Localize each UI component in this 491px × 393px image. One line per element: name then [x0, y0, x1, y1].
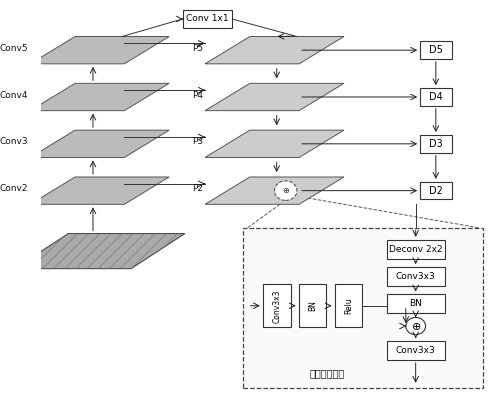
Text: Conv2: Conv2	[0, 184, 28, 193]
Polygon shape	[205, 37, 344, 64]
Text: P3: P3	[191, 138, 203, 146]
Text: P5: P5	[191, 44, 203, 53]
FancyBboxPatch shape	[386, 294, 445, 313]
FancyBboxPatch shape	[420, 182, 452, 199]
Text: Deconv 2x2: Deconv 2x2	[389, 245, 442, 253]
FancyBboxPatch shape	[334, 284, 362, 327]
Polygon shape	[30, 83, 169, 111]
FancyBboxPatch shape	[420, 88, 452, 106]
Polygon shape	[30, 37, 169, 64]
Text: Conv3x3: Conv3x3	[396, 346, 436, 355]
Text: Conv5: Conv5	[0, 44, 28, 53]
Polygon shape	[30, 177, 169, 204]
Polygon shape	[205, 130, 344, 158]
Text: $\oplus$: $\oplus$	[410, 321, 421, 332]
Polygon shape	[205, 83, 344, 111]
Text: Conv3: Conv3	[0, 138, 28, 146]
Text: $\oplus$: $\oplus$	[281, 186, 290, 195]
Circle shape	[274, 181, 297, 200]
Text: Conv3x3: Conv3x3	[396, 272, 436, 281]
Text: BN: BN	[409, 299, 422, 309]
FancyBboxPatch shape	[386, 240, 445, 259]
Polygon shape	[15, 233, 185, 269]
FancyBboxPatch shape	[299, 284, 327, 327]
Text: Conv3x3: Conv3x3	[272, 289, 281, 323]
FancyBboxPatch shape	[263, 284, 291, 327]
FancyBboxPatch shape	[420, 135, 452, 152]
Text: P2: P2	[192, 184, 203, 193]
Text: D4: D4	[429, 92, 443, 102]
Text: D3: D3	[429, 139, 443, 149]
FancyBboxPatch shape	[420, 41, 452, 59]
Circle shape	[406, 318, 426, 334]
FancyBboxPatch shape	[183, 10, 232, 28]
Text: P4: P4	[192, 90, 203, 99]
Text: Conv 1x1: Conv 1x1	[186, 15, 229, 24]
Text: 特征融合模块: 特征融合模块	[309, 368, 345, 378]
Text: Relu: Relu	[344, 298, 353, 314]
Polygon shape	[205, 177, 344, 204]
FancyBboxPatch shape	[386, 267, 445, 286]
FancyBboxPatch shape	[386, 341, 445, 360]
Text: BN: BN	[308, 300, 317, 311]
Polygon shape	[30, 130, 169, 158]
Text: D2: D2	[429, 185, 443, 196]
FancyBboxPatch shape	[243, 228, 483, 388]
Text: D5: D5	[429, 45, 443, 55]
Text: Conv4: Conv4	[0, 90, 28, 99]
